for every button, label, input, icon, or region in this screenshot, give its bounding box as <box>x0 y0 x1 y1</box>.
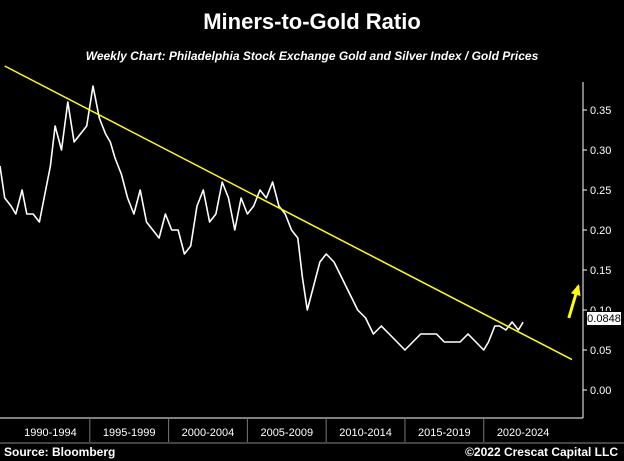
chart-subtitle: Weekly Chart: Philadelphia Stock Exchang… <box>85 49 539 63</box>
x-tick-label: 1990-1994 <box>24 427 77 439</box>
y-tick-label: 0.20 <box>590 225 611 237</box>
copyright-note: ©2022 Crescat Capital LLC <box>465 445 618 459</box>
y-tick-label: 0.00 <box>590 385 611 397</box>
ratio-series-line <box>0 85 524 351</box>
chart-title: Miners-to-Gold Ratio <box>203 9 421 34</box>
x-tick-label: 1995-1999 <box>103 427 156 439</box>
x-tick-label: 2010-2014 <box>339 427 392 439</box>
last-value-label: 0.0848 <box>586 311 622 326</box>
y-tick-label: 0.05 <box>590 345 611 357</box>
up-arrow-head <box>570 284 581 297</box>
y-tick-label: 0.15 <box>590 265 611 277</box>
x-tick-label: 2015-2019 <box>418 427 471 439</box>
y-tick-label: 0.30 <box>590 145 611 157</box>
x-tick-label: 2020-2024 <box>497 427 550 439</box>
x-tick-label: 2005-2009 <box>260 427 313 439</box>
source-note: Source: Bloomberg <box>4 445 116 459</box>
y-tick-label: 0.35 <box>590 105 611 117</box>
x-tick-label: 2000-2004 <box>182 427 235 439</box>
trend-line <box>4 65 573 361</box>
y-tick-label: 0.25 <box>590 185 611 197</box>
